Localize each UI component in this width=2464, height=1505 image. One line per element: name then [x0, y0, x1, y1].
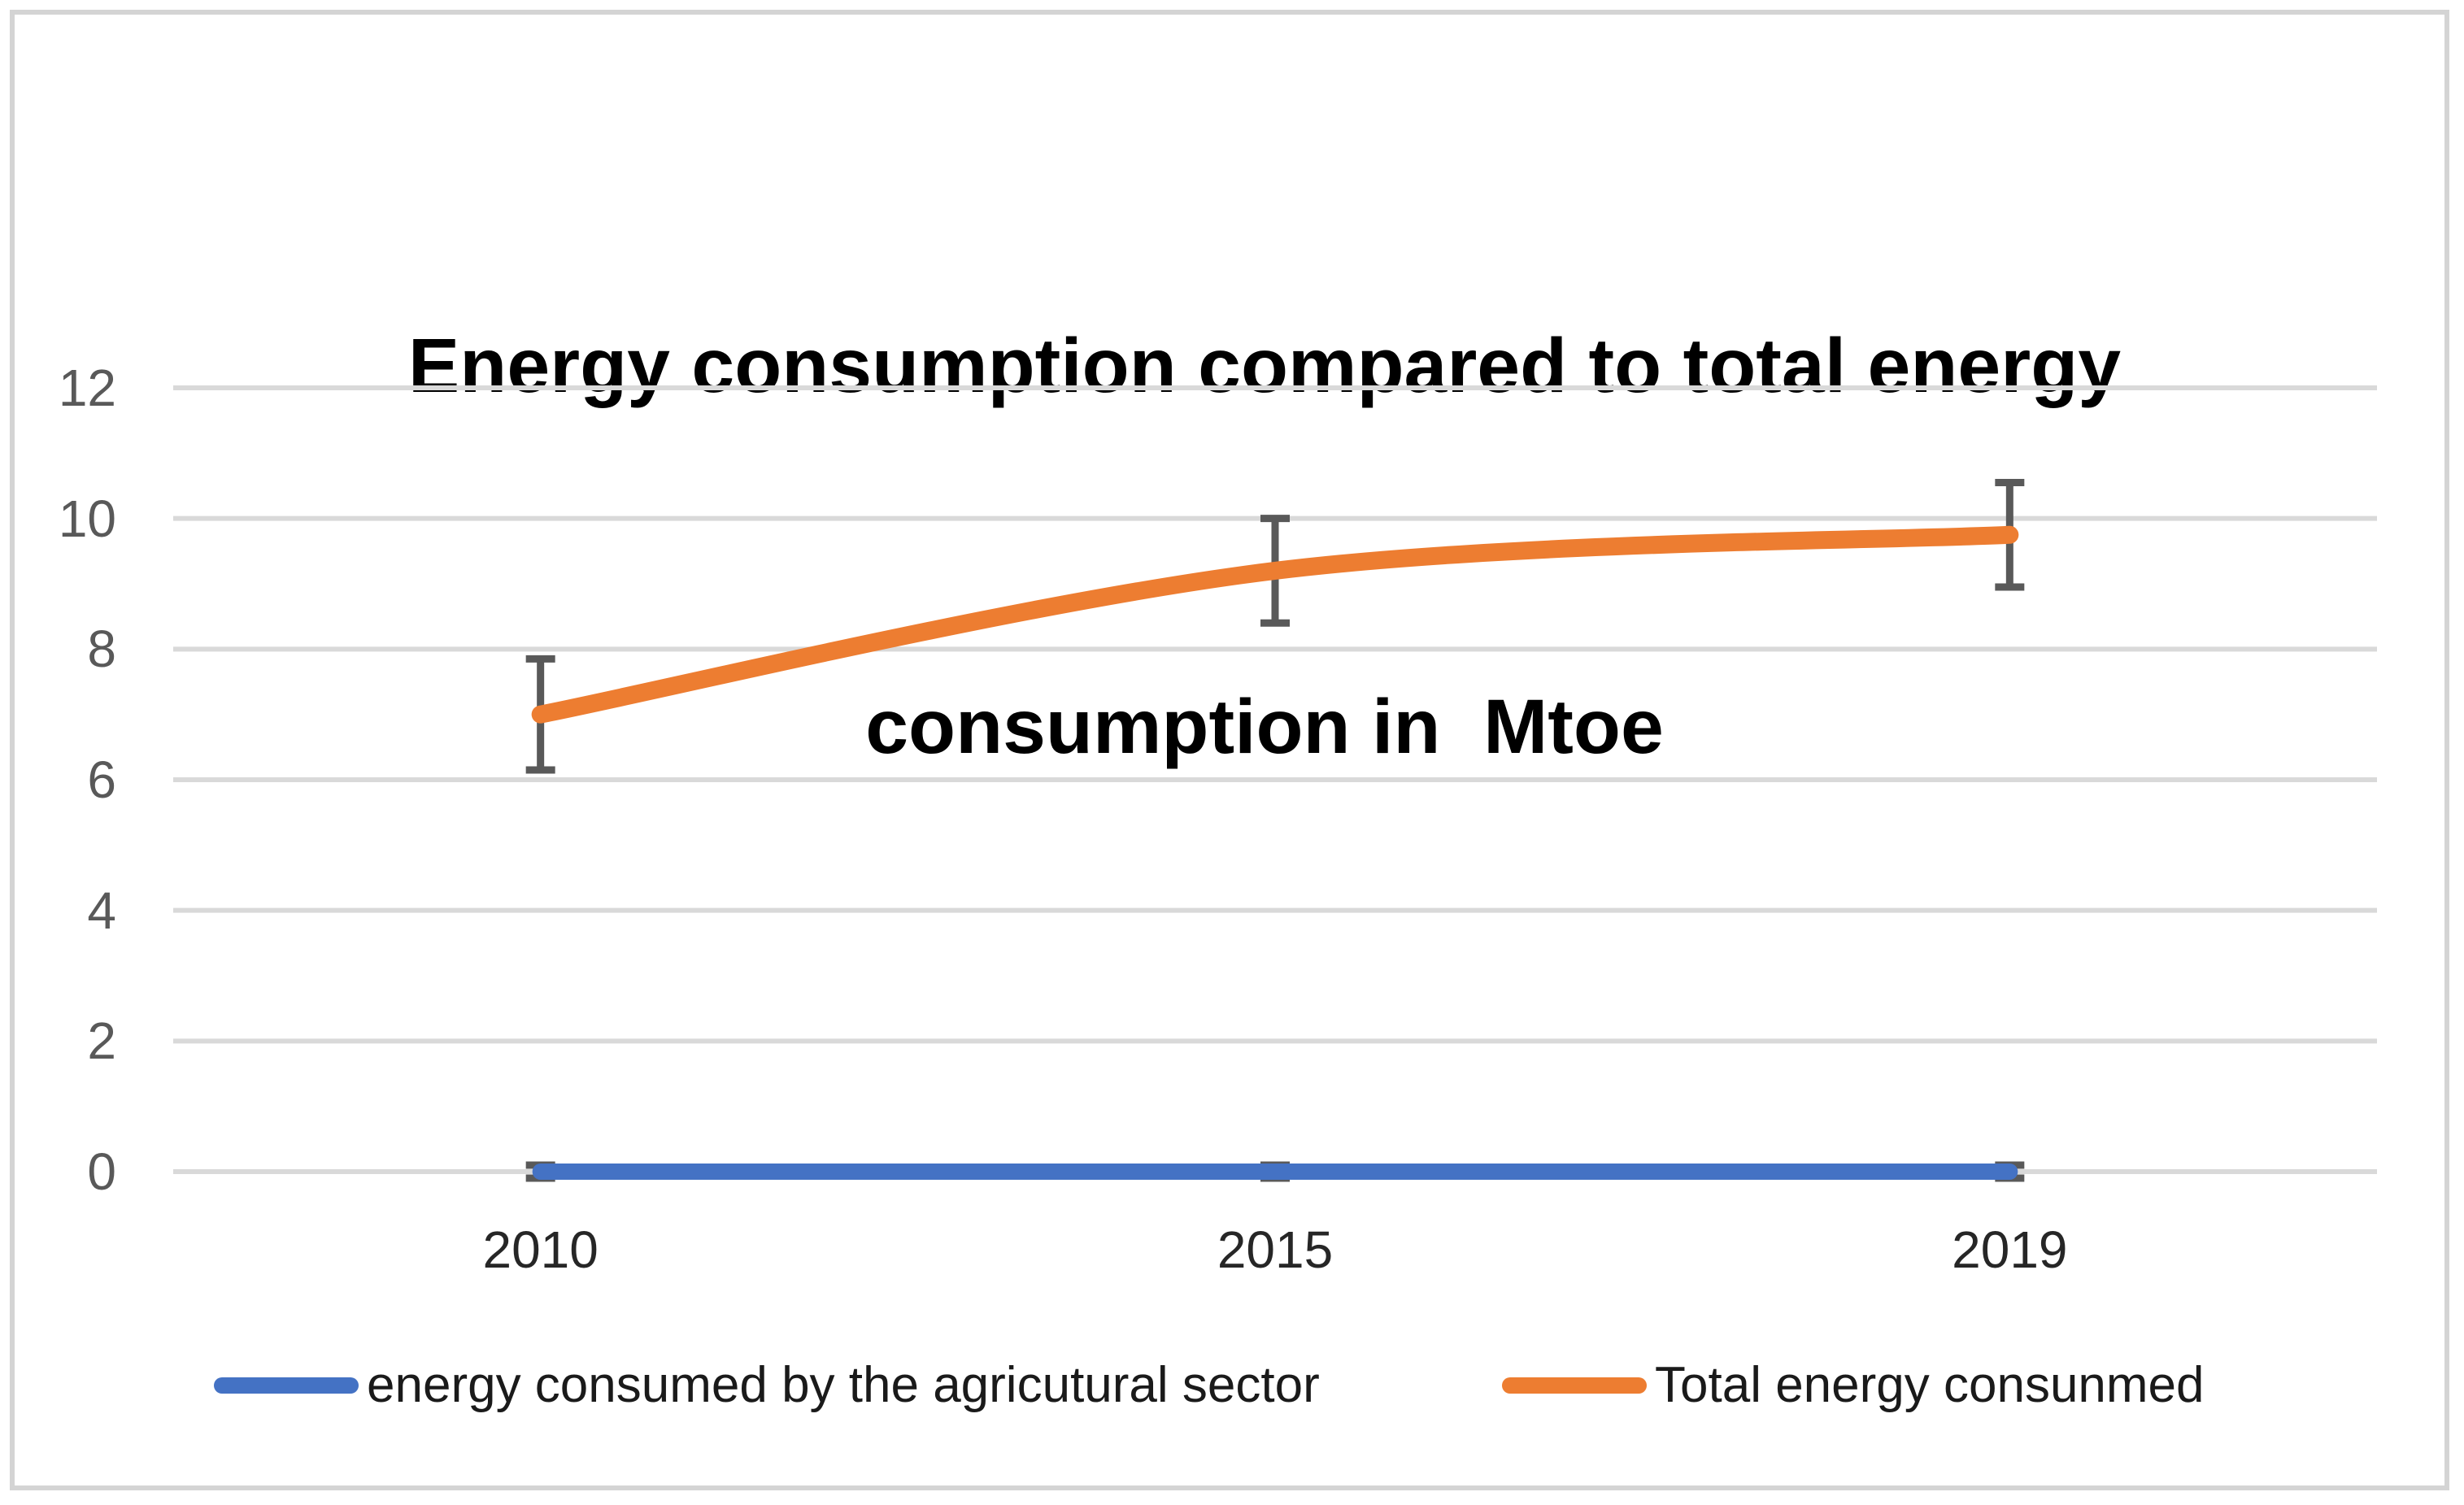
legend-item-agricultural-sector: energy consumed by the agricutural secto… — [214, 1359, 1320, 1411]
y-tick-label: 4 — [87, 881, 116, 940]
legend-swatch-agricultural-sector — [214, 1377, 359, 1394]
x-tick-label: 2015 — [1217, 1220, 1334, 1279]
legend-label-total-energy: Total energy consunmed — [1655, 1357, 2205, 1413]
y-tick-label: 6 — [87, 750, 116, 809]
chart-title: Energy consumption compared to total ene… — [65, 65, 2464, 907]
chart-title-line-1: Energy consumption compared to total ene… — [407, 323, 2122, 409]
y-tick-label: 0 — [87, 1142, 116, 1201]
y-tick-label: 2 — [87, 1011, 116, 1071]
legend-label-agricultural-sector: energy consumed by the agricutural secto… — [367, 1357, 1320, 1413]
chart-border-frame — [10, 10, 2449, 1490]
series-line-total-energy — [531, 525, 2019, 724]
y-tick-label: 8 — [87, 620, 116, 679]
x-tick-label: 2010 — [482, 1220, 599, 1279]
legend-item-total-energy: Total energy consunmed — [1502, 1359, 2205, 1411]
legend-swatch-total-energy — [1502, 1377, 1647, 1394]
chart-title-line-2: consumption in Mtoe — [865, 684, 1664, 770]
y-tick-label: 12 — [58, 359, 116, 417]
y-tick-label: 10 — [58, 489, 116, 548]
x-tick-label: 2019 — [1952, 1220, 2068, 1279]
